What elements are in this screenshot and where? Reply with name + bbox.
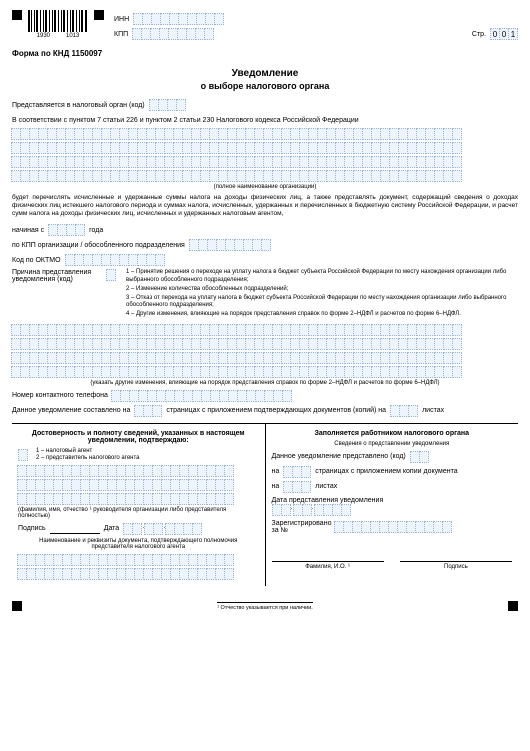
corner-marker-tl2 [94, 10, 104, 20]
reason-4: 4 – Другие изменения, влияющие на порядо… [126, 311, 518, 318]
kpp-org-label: по КПП организации / обособленного подра… [12, 242, 185, 249]
doc-1[interactable]: for(let i=0;i<24;i++)document.write('<sp… [18, 554, 259, 566]
year-field[interactable] [48, 224, 85, 236]
pages-field[interactable] [134, 405, 162, 417]
right-title: Заполняется работником налогового органа [272, 430, 513, 437]
composed-1: Данное уведомление составлено на [12, 407, 130, 414]
right-sub: Сведения о представлении уведомления [272, 441, 513, 447]
date-label: Дата [104, 525, 120, 532]
other-line1[interactable]: for(let i=0;i<50;i++)document.write('<sp… [12, 324, 518, 336]
composed-3: листах [422, 407, 444, 414]
r-l1: Данное уведомление представлено (код) [272, 453, 406, 460]
r-sign-line[interactable] [400, 552, 512, 562]
oktmo-field[interactable] [65, 254, 165, 266]
title-2: о выборе налогового органа [12, 81, 518, 91]
law-text: В соответствии с пунктом 7 статьи 226 и … [12, 117, 518, 124]
reason-code[interactable] [106, 269, 116, 281]
doc-caption: Наименование и реквизиты документа, подт… [18, 538, 259, 550]
other-line3[interactable]: for(let i=0;i<50;i++)document.write('<sp… [12, 352, 518, 364]
composed-2: страницах с приложением подтверждающих д… [166, 407, 386, 414]
r-reg[interactable]: for(let i=0;i<13;i++)document.write('<sp… [335, 521, 452, 533]
footnote: ¹ Отчество указывается при наличии. [217, 602, 313, 611]
date-field[interactable]: .. [123, 523, 202, 535]
org-name-line1[interactable]: for(let i=0;i<50;i++)document.write('<sp… [12, 128, 518, 140]
opt-1: 1 – налоговый агент [36, 448, 259, 455]
doc-2[interactable]: for(let i=0;i<24;i++)document.write('<sp… [18, 568, 259, 580]
r-l4: Дата представления уведомления [272, 497, 513, 504]
reason-1: 1 – Принятие решения о переходе на уплат… [126, 269, 518, 283]
tax-auth-code[interactable] [149, 99, 186, 111]
r-l5b: за № [272, 527, 332, 534]
from-label: начиная с [12, 227, 44, 234]
corner-marker-bl [12, 601, 22, 611]
oktmo-label: Код по ОКТМО [12, 257, 61, 264]
r-l2b: страницах с приложением копии документа [315, 468, 457, 475]
kpp-label: КПП [114, 31, 128, 38]
inn-label: ИНН [114, 16, 129, 23]
kpp-field[interactable] [132, 28, 214, 40]
r-fio-line[interactable] [272, 552, 384, 562]
other-line4[interactable]: for(let i=0;i<50;i++)document.write('<sp… [12, 366, 518, 378]
phone-field[interactable]: for(let i=0;i<20;i++)document.write('<sp… [112, 390, 292, 402]
inn-field[interactable] [133, 13, 224, 25]
kpp-org-field[interactable] [189, 239, 271, 251]
r-sign-cap: Подпись [400, 564, 512, 571]
r-pages[interactable] [283, 466, 311, 478]
r-l2a: на [272, 468, 280, 475]
sign-line[interactable] [50, 524, 100, 534]
barcode-num2: 1013 [66, 33, 79, 39]
opt-2: 2 – представитель налогового агента [36, 455, 259, 462]
r-date[interactable]: .. [272, 504, 351, 516]
fio-2[interactable]: for(let i=0;i<24;i++)document.write('<sp… [18, 479, 259, 491]
year-label: года [89, 227, 103, 234]
r-code[interactable] [410, 451, 429, 463]
page-label: Стр. [472, 31, 486, 38]
phone-label: Номер контактного телефона [12, 392, 108, 399]
r-l5a: Зарегистрировано [272, 520, 332, 527]
form-code: Форма по КНД 1150097 [12, 49, 518, 58]
sign-label: Подпись [18, 525, 46, 532]
title-1: Уведомление [12, 68, 518, 79]
r-fio-cap: Фамилия, И.О. ¹ [272, 564, 384, 571]
fullname-caption: (полное наименование организации) [12, 184, 518, 190]
org-name-line4[interactable]: for(let i=0;i<50;i++)document.write('<sp… [12, 170, 518, 182]
barcode: 1930 1013 [28, 10, 88, 39]
r-sheets[interactable] [283, 481, 311, 493]
present-label: Представляется в налоговый орган (код) [12, 102, 145, 109]
left-title: Достоверность и полноту сведений, указан… [18, 430, 259, 444]
fio-caption: (фамилия, имя, отчество ¹ руководителя о… [18, 507, 259, 519]
barcode-num1: 1930 [37, 33, 50, 39]
fio-1[interactable]: for(let i=0;i<24;i++)document.write('<sp… [18, 465, 259, 477]
page-field: 0 0 1 [490, 28, 518, 40]
main-para: будет перечислять исчисленные и удержанн… [12, 194, 518, 218]
r-l3b: листах [315, 483, 337, 490]
confirm-code[interactable] [18, 449, 28, 461]
sheets-field[interactable] [390, 405, 418, 417]
other-line2[interactable]: for(let i=0;i<50;i++)document.write('<sp… [12, 338, 518, 350]
fio-3[interactable]: for(let i=0;i<24;i++)document.write('<sp… [18, 493, 259, 505]
corner-marker-br [508, 601, 518, 611]
other-caption: (указать другие изменения, влияющие на п… [12, 380, 518, 386]
r-l3a: на [272, 483, 280, 490]
reason-3: 3 – Отказ от перехода на уплату налога в… [126, 295, 518, 309]
org-name-line2[interactable]: for(let i=0;i<50;i++)document.write('<sp… [12, 142, 518, 154]
reason-label: Причина представления уведомления (код) [12, 269, 102, 283]
reason-2: 2 – Изменение количества обособленных по… [126, 286, 518, 293]
corner-marker-tl [12, 10, 22, 20]
org-name-line3[interactable]: for(let i=0;i<50;i++)document.write('<sp… [12, 156, 518, 168]
